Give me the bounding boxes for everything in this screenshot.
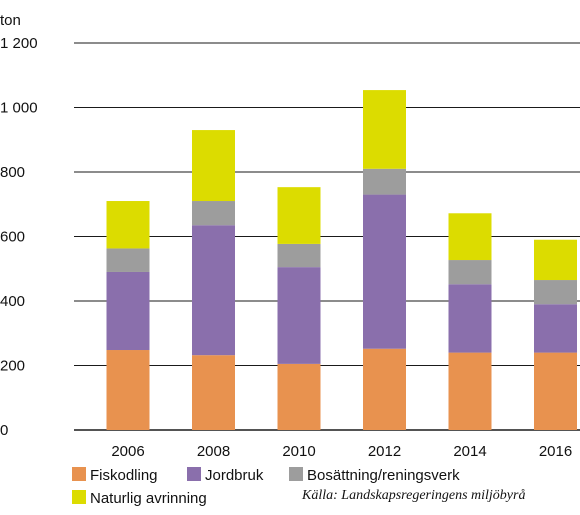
bar-segment (192, 355, 235, 430)
bar-segment (106, 248, 150, 272)
gridlines (74, 42, 580, 431)
bar-segment (363, 348, 406, 430)
legend-swatch (72, 467, 86, 481)
bar-segment (448, 352, 492, 430)
bar-segment (448, 284, 492, 353)
bar-segment (448, 213, 492, 261)
x-tick-label: 2006 (111, 443, 144, 460)
y-unit-label: ton (0, 12, 21, 29)
bar-segment (277, 267, 321, 364)
y-tick-label: 1 200 (0, 35, 38, 52)
source-note: Källa: Landskapsregeringens miljöbyrå (301, 488, 525, 503)
bar-segment (277, 187, 321, 244)
bar-segment (106, 350, 150, 430)
axes: 0 200 400 600 800 1 000 1 200 2006 2008 2010 2012 2… (0, 35, 572, 460)
y-tick-label: 800 (0, 164, 25, 181)
bar-segment (363, 168, 406, 195)
x-tick-label: 2016 (539, 443, 572, 460)
legend-label: Naturlig avrinning (90, 490, 207, 507)
bars (106, 90, 577, 430)
bar-segment (106, 271, 150, 351)
bar-segment (534, 304, 577, 353)
legend: Fiskodling Jordbruk Bosättning/reningsverk… (72, 467, 460, 507)
bar-segment (192, 201, 235, 226)
bar-segment (534, 352, 577, 430)
bar-segment (192, 225, 235, 356)
legend-swatch (289, 467, 303, 481)
x-tick-label: 2010 (282, 443, 315, 460)
x-tick-label: 2014 (453, 443, 486, 460)
bar-segment (277, 243, 321, 268)
bar-segment (534, 280, 577, 305)
x-tick-label: 2008 (197, 443, 230, 460)
legend-swatch (72, 490, 86, 504)
bar-segment (277, 363, 321, 430)
y-tick-label: 600 (0, 229, 25, 246)
legend-label: Jordbruk (205, 467, 264, 484)
bar-segment (363, 90, 406, 169)
x-tick-label: 2012 (368, 443, 401, 460)
bar-segment (363, 194, 406, 349)
bar-segment (534, 239, 577, 281)
bar-segment (106, 201, 150, 249)
y-tick-label: 1 000 (0, 100, 38, 117)
y-tick-label: 200 (0, 358, 25, 375)
bar-segment (448, 260, 492, 285)
legend-label: Fiskodling (90, 467, 158, 484)
bar-segment (192, 130, 235, 202)
y-tick-label: 400 (0, 293, 25, 310)
legend-swatch (187, 467, 201, 481)
y-tick-label: 0 (0, 422, 8, 439)
legend-label: Bosättning/reningsverk (307, 467, 460, 484)
